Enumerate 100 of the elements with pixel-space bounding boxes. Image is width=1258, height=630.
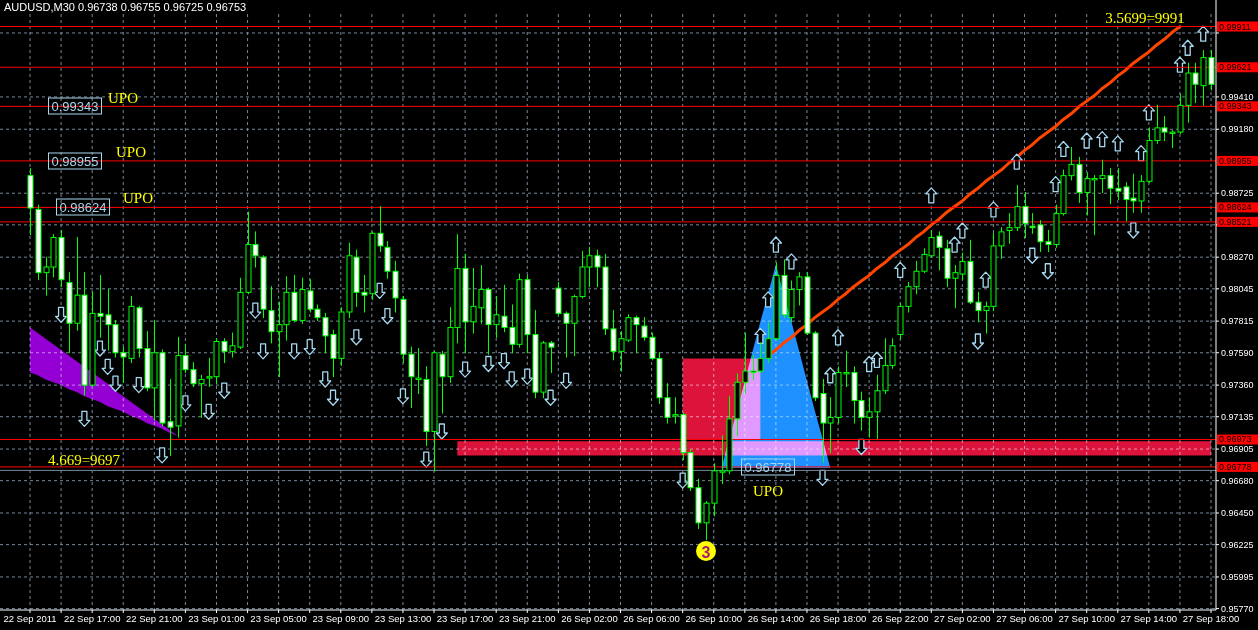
point [78, 410, 91, 427]
point [559, 372, 573, 390]
x-tick-label: 22 Sep 2011 [3, 613, 57, 624]
point [925, 187, 938, 204]
chart-title: AUDUSD,M30 0.96738 0.96755 0.96725 0.96753 [4, 1, 247, 13]
point [544, 389, 557, 406]
point [218, 382, 231, 399]
y-tick-label: 0.99180 [1221, 124, 1254, 135]
point [1134, 145, 1148, 162]
x-tick-label: 27 Sep 14:00 [1120, 613, 1178, 624]
y-tick-label: 0.96225 [1221, 539, 1254, 550]
x-tick-label: 26 Sep 02:00 [561, 613, 618, 624]
x-tick-label: 23 Sep 09:00 [312, 613, 370, 624]
annotation: UPO [752, 483, 784, 499]
point [824, 367, 837, 384]
point [326, 389, 340, 406]
ref-line-label: 0.96973 [1219, 434, 1252, 445]
ref-line-label: 0.96778 [1219, 461, 1252, 472]
point [754, 327, 767, 345]
point [54, 306, 68, 323]
y-tick-label: 0.96450 [1221, 508, 1254, 519]
point [179, 395, 192, 412]
point [373, 282, 386, 300]
y-tick-label: 0.95770 [1221, 603, 1254, 614]
point [396, 388, 410, 405]
annotation: UPO [107, 90, 139, 106]
y-tick-label: 0.97590 [1221, 347, 1254, 358]
x-tick-label: 23 Sep 17:00 [436, 613, 494, 624]
x-tick-label: 26 Sep 18:00 [809, 613, 867, 624]
x-tick-label: 27 Sep 18:00 [1182, 613, 1240, 624]
point [521, 368, 534, 385]
x-tick-label: 26 Sep 22:00 [871, 613, 929, 624]
x-tick-label: 26 Sep 14:00 [747, 613, 805, 624]
point [1080, 132, 1093, 149]
y-tick-label: 0.98725 [1221, 188, 1254, 199]
point [435, 423, 448, 440]
ref-line-label: 0.99343 [1219, 101, 1252, 112]
x-tick-label: 27 Sep 06:00 [996, 613, 1053, 624]
x-tick-label: 22 Sep 17:00 [63, 613, 121, 624]
point [855, 438, 868, 456]
ref-line-label: 0.98955 [1219, 155, 1252, 166]
point [816, 469, 829, 487]
point [769, 236, 783, 253]
point [93, 340, 107, 357]
point [132, 376, 145, 394]
y-tick-label: 0.96905 [1221, 444, 1254, 455]
point [1173, 56, 1187, 73]
y-tick-label: 0.97135 [1221, 411, 1254, 422]
point [676, 472, 689, 489]
point [1181, 39, 1194, 56]
annotation: UPO [115, 144, 147, 160]
point [870, 351, 884, 368]
y-tick-label: 0.98270 [1221, 252, 1254, 263]
point [1026, 247, 1039, 264]
point [381, 308, 394, 325]
point [303, 338, 316, 356]
point [831, 329, 845, 346]
x-tick-label: 23 Sep 13:00 [374, 613, 432, 624]
point [1197, 25, 1210, 42]
x-tick-label: 27 Sep 02:00 [934, 613, 991, 624]
x-tick-label: 27 Sep 10:00 [1058, 613, 1115, 624]
point [1142, 104, 1155, 121]
point [420, 451, 433, 468]
point [948, 236, 961, 253]
point [862, 355, 876, 373]
point [1127, 222, 1140, 239]
ref-line-label: 0.99621 [1219, 62, 1252, 73]
y-tick-label: 0.97360 [1221, 380, 1254, 391]
point [1096, 130, 1109, 148]
annotation: 3.5699=9991 [1105, 10, 1185, 26]
annotation: UPO [122, 190, 154, 206]
point [101, 358, 114, 375]
point [956, 222, 969, 239]
point [155, 447, 169, 464]
x-tick-label: 26 Sep 10:00 [685, 613, 742, 624]
point [288, 343, 301, 360]
point [979, 271, 992, 288]
ref-line-label: 0.98624 [1219, 202, 1252, 213]
point [505, 371, 518, 388]
x-tick-label: 23 Sep 21:00 [499, 613, 556, 624]
point [202, 403, 215, 420]
annotation: 4.669=9697 [47, 452, 121, 468]
ref-line-label: 0.98521 [1219, 216, 1252, 227]
point [785, 253, 798, 270]
point [249, 302, 262, 319]
point [350, 329, 363, 346]
point [109, 375, 122, 392]
point [1057, 140, 1070, 158]
y-tick-label: 0.99410 [1221, 91, 1254, 102]
y-tick-label: 0.95995 [1221, 571, 1254, 582]
y-tick-label: 0.97815 [1221, 316, 1254, 327]
point [319, 371, 332, 388]
point [971, 333, 985, 350]
y-tick-label: 0.96680 [1221, 475, 1254, 486]
point [1111, 135, 1124, 152]
x-tick-label: 23 Sep 05:00 [250, 613, 307, 624]
point [761, 291, 775, 308]
point [1049, 175, 1062, 193]
x-tick-label: 22 Sep 21:00 [126, 613, 183, 624]
ref-line-label: 0.99911 [1219, 21, 1251, 32]
